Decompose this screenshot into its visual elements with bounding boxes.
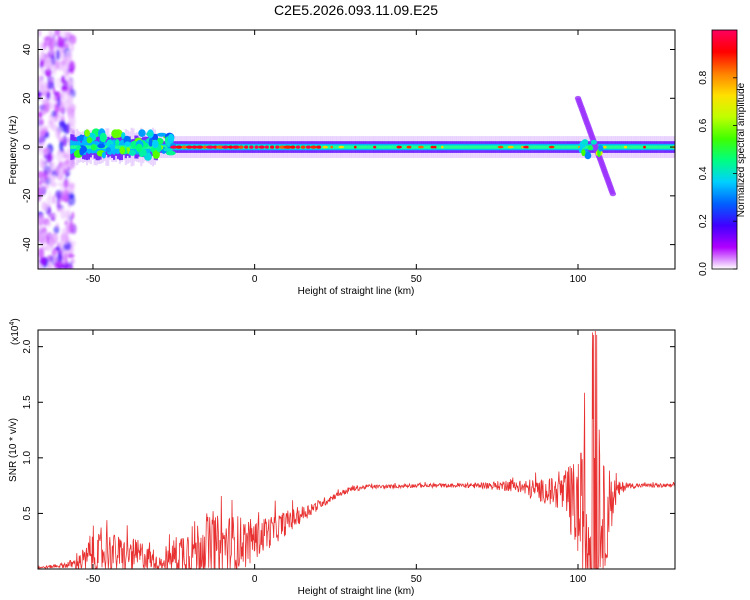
colorbar-tick-label: 0.4 [698, 166, 709, 180]
colorbar: 0.0 0.2 0.4 0.6 0.8 Normalized spectral ampl… [698, 29, 747, 276]
y-tick-label: 1.5 [22, 395, 33, 409]
x-tick-label: 0 [252, 274, 258, 285]
colorbar-tick-label: 0.2 [698, 214, 709, 228]
spectrogram-heatmap [38, 30, 675, 269]
bright-segment [170, 145, 675, 149]
snr-ticks: -50 0 50 100 0.5 1.0 1.5 2.0 [22, 330, 675, 585]
colorbar-tick-label: 0.6 [698, 118, 709, 132]
diagonal-streak [574, 95, 617, 197]
snr-background [38, 330, 675, 569]
colorbar-tick-label: 0.0 [698, 262, 709, 276]
spectrogram-frame [37, 29, 676, 270]
snr-y-scale-exp: 4 [9, 322, 16, 326]
colorbar-ticks: 0.0 0.2 0.4 0.6 0.8 [698, 70, 737, 276]
spectrogram-ticks: -50 0 50 100 -40 -20 0 20 40 [22, 30, 675, 285]
y-tick-label: 2.0 [22, 339, 33, 353]
y-tick-label: 1.0 [22, 450, 33, 464]
colorbar-label: Normalized spectral amplitude [736, 82, 747, 217]
x-tick-label: -50 [86, 274, 101, 285]
snr-y-axis-label: SNR (10 * v/v) [8, 418, 19, 482]
y-tick-label: -40 [22, 237, 33, 252]
chart-title: C2E5.2026.093.11.09.E25 [274, 2, 438, 18]
y-tick-label: -20 [22, 188, 33, 203]
x-tick-label: 0 [252, 574, 258, 585]
y-tick-label: 40 [22, 44, 33, 56]
y-tick-label: 0.5 [22, 506, 33, 520]
x-tick-label: 100 [570, 274, 587, 285]
x-tick-label: 50 [411, 574, 423, 585]
colorbar-scale [711, 29, 738, 270]
spectrogram-x-axis-label: Height of straight line (km) [298, 286, 415, 297]
snr-frame [37, 329, 676, 570]
band-blobs [73, 128, 176, 161]
y-tick-label: 20 [22, 92, 33, 104]
x-tick-label: 50 [411, 274, 423, 285]
x-tick-label: 100 [570, 574, 587, 585]
snr-y-scale-text: (x10 [10, 325, 21, 345]
spectrogram-panel: -50 0 50 100 -40 -20 0 20 40 Height of straight … [8, 29, 676, 297]
snr-x-axis-label: Height of straight line (km) [298, 586, 415, 597]
colorbar-tick-label: 0.8 [698, 70, 709, 84]
x-tick-label: -50 [86, 574, 101, 585]
snr-panel: -50 0 50 100 0.5 1.0 1.5 2.0 Height of straight… [8, 318, 676, 597]
spectrogram-y-axis-label: Frequency (Hz) [8, 116, 19, 185]
snr-line [38, 330, 675, 569]
snr-y-scale-multiplier: (x104) [9, 318, 21, 345]
y-tick-label: 0 [22, 144, 33, 150]
